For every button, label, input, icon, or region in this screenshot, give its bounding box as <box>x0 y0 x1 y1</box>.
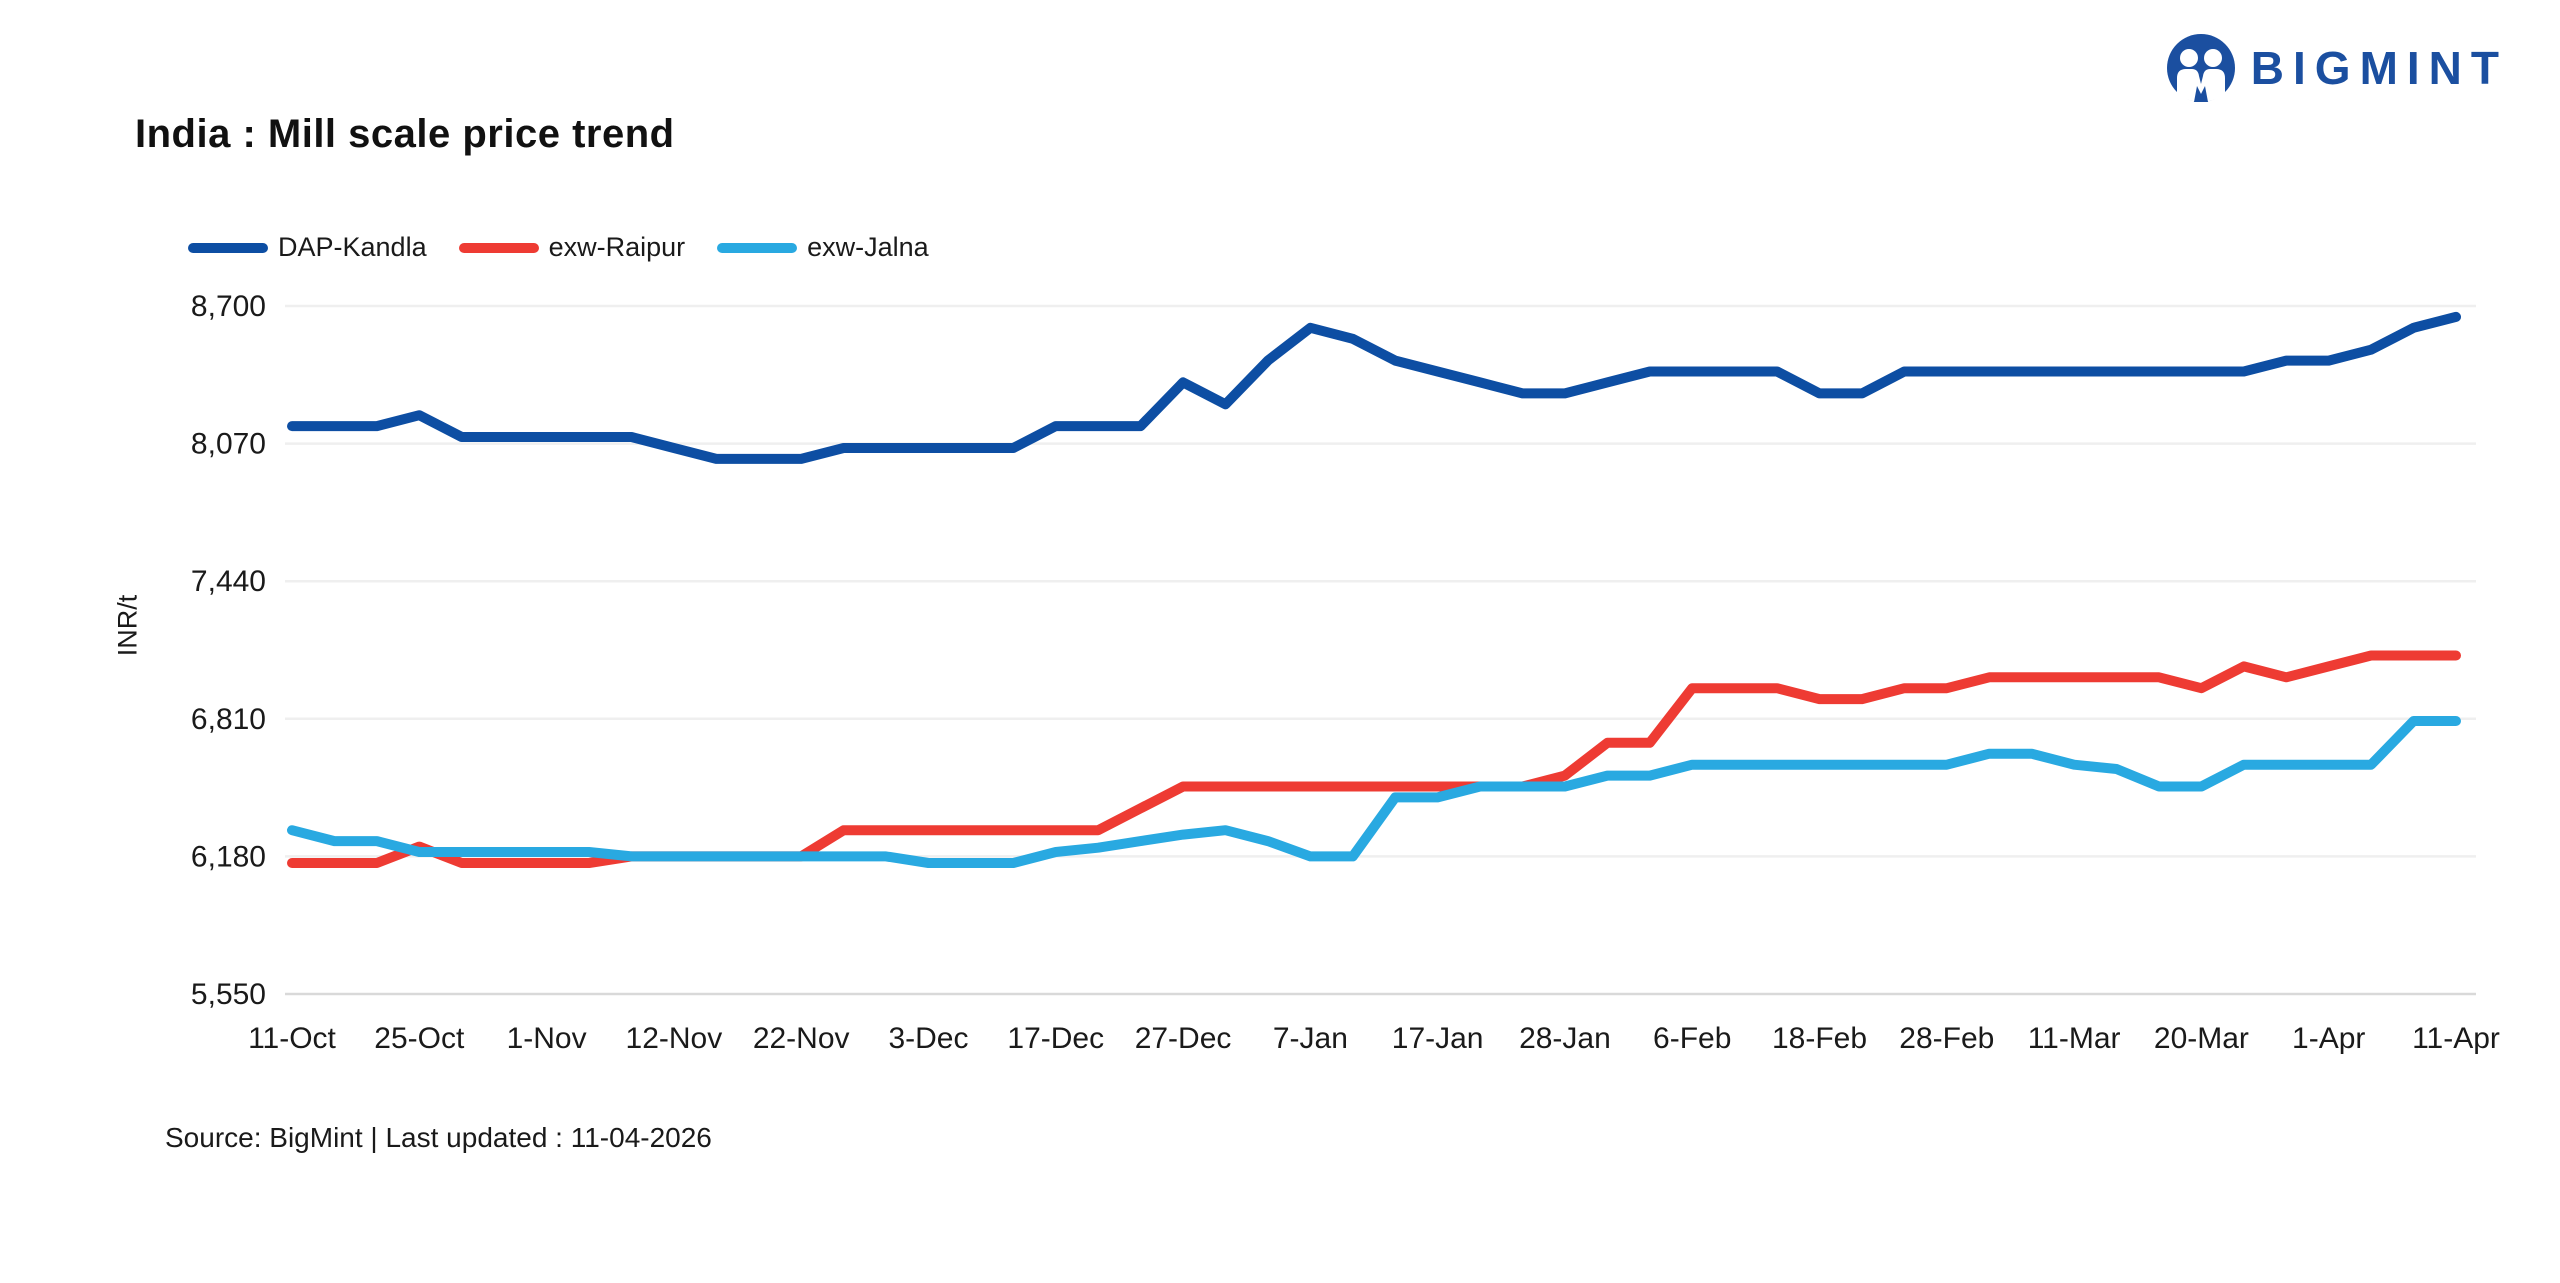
x-tick-label: 1-Apr <box>2292 1022 2365 1055</box>
legend-label: DAP-Kandla <box>278 232 427 262</box>
brand-name: BIGMINT <box>2250 42 2508 94</box>
legend-swatch-dap-kandla-icon <box>188 242 268 253</box>
x-tick-label: 3-Dec <box>888 1022 968 1055</box>
x-tick-label: 22-Nov <box>753 1022 850 1055</box>
legend-swatch-exw-raipur-icon <box>458 242 539 253</box>
x-tick-label: 28-Jan <box>1519 1022 1611 1055</box>
x-tick-label: 11-Oct <box>248 1022 336 1055</box>
y-tick-label: 6,180 <box>191 840 266 873</box>
x-tick-label: 28-Feb <box>1899 1022 1994 1055</box>
y-tick-label: 7,440 <box>191 565 266 598</box>
x-tick-label: 17-Dec <box>1007 1022 1104 1055</box>
x-tick-label: 7-Jan <box>1273 1022 1348 1055</box>
legend-item-exw-raipur: exw-Raipur <box>458 232 686 263</box>
chart-title: India : Mill scale price trend <box>135 112 675 156</box>
source-note: Source: BigMint | Last updated : 11-04-2… <box>165 1122 712 1153</box>
y-tick-label: 5,550 <box>191 978 266 1011</box>
x-tick-label: 12-Nov <box>626 1022 723 1055</box>
x-tick-label: 17-Jan <box>1392 1022 1484 1055</box>
x-tick-label: 20-Mar <box>2154 1022 2249 1055</box>
x-tick-label: 18-Feb <box>1772 1022 1867 1055</box>
x-tick-label: 27-Dec <box>1135 1022 1232 1055</box>
legend-label: exw-Jalna <box>807 232 929 262</box>
series-line-exw-Jalna <box>287 716 2461 868</box>
legend-item-dap-kandla: DAP-Kandla <box>188 232 427 263</box>
legend-label: exw-Raipur <box>548 232 686 262</box>
chart-legend: DAP-Kandla exw-Raipur exw-Jalna <box>188 232 929 263</box>
brand-logo: BIGMINT <box>2166 34 2508 102</box>
y-tick-label: 8,700 <box>191 290 266 323</box>
legend-swatch-exw-jalna-icon <box>717 242 798 253</box>
legend-item-exw-jalna: exw-Jalna <box>717 232 929 263</box>
y-tick-label: 8,070 <box>191 428 266 461</box>
x-tick-label: 11-Mar <box>2028 1022 2121 1055</box>
x-tick-label: 25-Oct <box>374 1022 465 1055</box>
series-line-DAP-Kandla <box>287 311 2461 464</box>
x-tick-label: 11-Apr <box>2412 1022 2500 1055</box>
y-tick-label: 6,810 <box>191 703 266 736</box>
bigmint-people-icon <box>2166 34 2235 102</box>
x-tick-label: 1-Nov <box>507 1022 587 1055</box>
x-tick-label: 6-Feb <box>1653 1022 1731 1055</box>
